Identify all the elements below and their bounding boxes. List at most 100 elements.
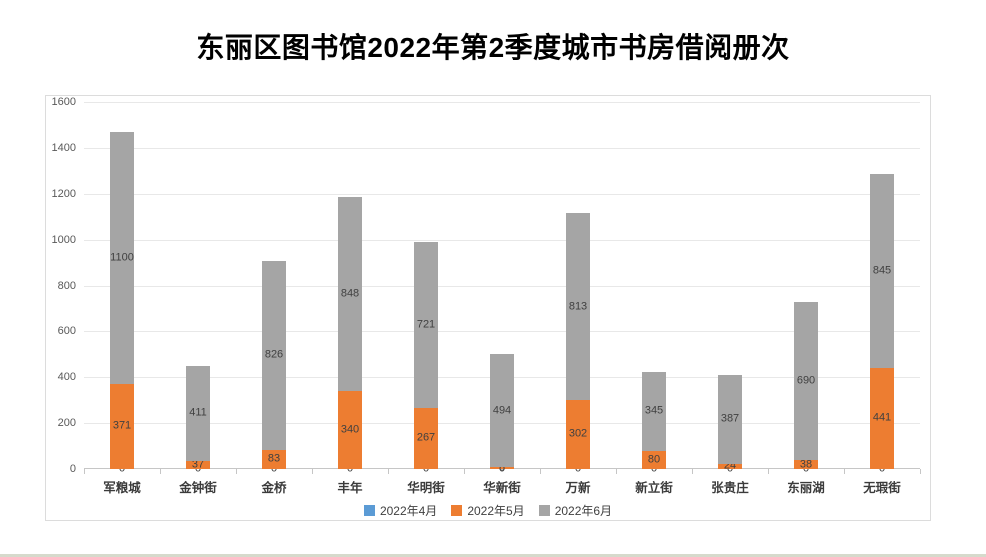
x-axis-tick xyxy=(920,469,921,474)
category-label: 金桥 xyxy=(261,481,287,495)
category-label: 新立街 xyxy=(635,481,673,495)
bar-segment xyxy=(642,450,666,469)
y-axis-label: 400 xyxy=(57,371,76,384)
bar-segment xyxy=(642,371,666,451)
x-axis-tick xyxy=(388,469,389,474)
bar-label: 387 xyxy=(720,412,740,425)
x-axis-tick xyxy=(768,469,769,474)
bar-segment xyxy=(110,383,134,469)
bar-slot: 08494华新街 xyxy=(464,102,540,495)
bar-segment xyxy=(718,374,742,464)
x-axis-tick xyxy=(160,469,161,474)
bar-label: 38 xyxy=(799,458,813,471)
y-axis-label: 1000 xyxy=(51,233,76,246)
bar-segment xyxy=(794,302,818,461)
y-axis-label: 600 xyxy=(57,325,76,338)
bar-label: 24 xyxy=(723,459,737,472)
legend-item: 2022年5月 xyxy=(451,502,525,519)
bar-label: 411 xyxy=(189,406,207,419)
x-axis-tick xyxy=(464,469,465,474)
bar-slot: 0267721华明街 xyxy=(388,102,464,495)
gridline xyxy=(84,147,920,149)
y-axis-label: 800 xyxy=(57,279,76,292)
y-axis-label: 200 xyxy=(57,417,76,430)
category-label: 万新 xyxy=(565,481,591,495)
bar-segment xyxy=(718,463,742,469)
gridline xyxy=(84,239,920,241)
bar-slot: 0441845无瑕街 xyxy=(844,102,920,495)
bar-label: 813 xyxy=(568,300,588,312)
bar-segment xyxy=(870,174,894,368)
bar-label: 83 xyxy=(267,452,281,465)
x-axis-tick xyxy=(236,469,237,474)
bar-segment xyxy=(338,391,362,469)
bar-segment xyxy=(566,213,590,400)
bar-label: 267 xyxy=(416,431,436,444)
bar-label: 340 xyxy=(340,423,360,436)
legend-swatch-icon xyxy=(451,505,463,516)
legend-item: 2022年6月 xyxy=(538,502,613,519)
category-label: 军粮城 xyxy=(103,481,141,495)
bar-label: 441 xyxy=(872,411,892,424)
bar-label: 8 xyxy=(498,461,506,474)
bar-label: 1100 xyxy=(110,251,134,264)
legend-item: 2022年4月 xyxy=(363,502,438,519)
bar-label: 37 xyxy=(191,458,205,471)
bar-label: 845 xyxy=(872,264,892,277)
x-axis-tick xyxy=(616,469,617,474)
chart-legend: 2022年4月 2022年5月 2022年6月 xyxy=(46,502,930,519)
category-label: 丰年 xyxy=(337,481,363,495)
bar-label: 80 xyxy=(647,453,661,466)
bar-slot: 037411金钟街 xyxy=(160,102,236,495)
chart-panel: 0200400600800100012001400160003711100军粮城… xyxy=(45,95,931,521)
bar-segment xyxy=(338,196,362,392)
bar-segment xyxy=(870,367,894,469)
bar-segment xyxy=(262,260,286,450)
bar-segment xyxy=(414,242,438,408)
category-label: 东丽湖 xyxy=(787,481,825,495)
bar-label: 690 xyxy=(796,374,816,387)
y-axis-label: 1200 xyxy=(51,187,76,200)
category-label: 华新街 xyxy=(483,481,521,495)
bar-segment xyxy=(490,467,514,469)
category-label: 张贵庄 xyxy=(711,481,749,495)
legend-label: 2022年6月 xyxy=(554,504,613,518)
bar-segment xyxy=(566,399,590,469)
bar-slot: 0340848丰年 xyxy=(312,102,388,495)
bar-slot: 024387张贵庄 xyxy=(692,102,768,495)
gridline xyxy=(84,331,920,333)
bar-slot: 080345新立街 xyxy=(616,102,692,495)
bar-label: 345 xyxy=(644,404,664,417)
bar-label: 371 xyxy=(112,419,132,432)
y-axis-label: 1400 xyxy=(51,141,76,154)
bar-slot: 038690东丽湖 xyxy=(768,102,844,495)
bar-label: 721 xyxy=(416,318,436,331)
bar-slot: 0302813万新 xyxy=(540,102,616,495)
bar-label: 494 xyxy=(492,404,512,417)
category-label: 无瑕街 xyxy=(863,481,901,495)
category-label: 金钟街 xyxy=(179,481,217,495)
x-axis-tick xyxy=(692,469,693,474)
chart-title: 东丽区图书馆2022年第2季度城市书房借阅册次 xyxy=(196,32,790,63)
window-bottom-edge xyxy=(0,554,986,557)
legend-label: 2022年5月 xyxy=(467,504,525,518)
x-axis-tick xyxy=(844,469,845,474)
gridline xyxy=(84,193,920,195)
bar-segment xyxy=(110,131,134,384)
bar-slot: 083826金桥 xyxy=(236,102,312,495)
bar-label: 302 xyxy=(568,427,588,440)
x-axis-tick xyxy=(540,469,541,474)
legend-swatch-icon xyxy=(363,505,375,516)
bar-segment xyxy=(414,407,438,469)
legend-label: 2022年4月 xyxy=(379,504,438,518)
x-axis-tick xyxy=(312,469,313,474)
bar-segment xyxy=(490,353,514,468)
bar-segment xyxy=(186,460,210,469)
category-label: 华明街 xyxy=(407,481,445,495)
x-axis-tick xyxy=(84,469,85,474)
y-axis-label: 0 xyxy=(69,463,76,475)
y-axis-label: 1600 xyxy=(51,96,76,108)
bar-label: 848 xyxy=(340,287,360,300)
bar-label: 826 xyxy=(264,348,284,361)
